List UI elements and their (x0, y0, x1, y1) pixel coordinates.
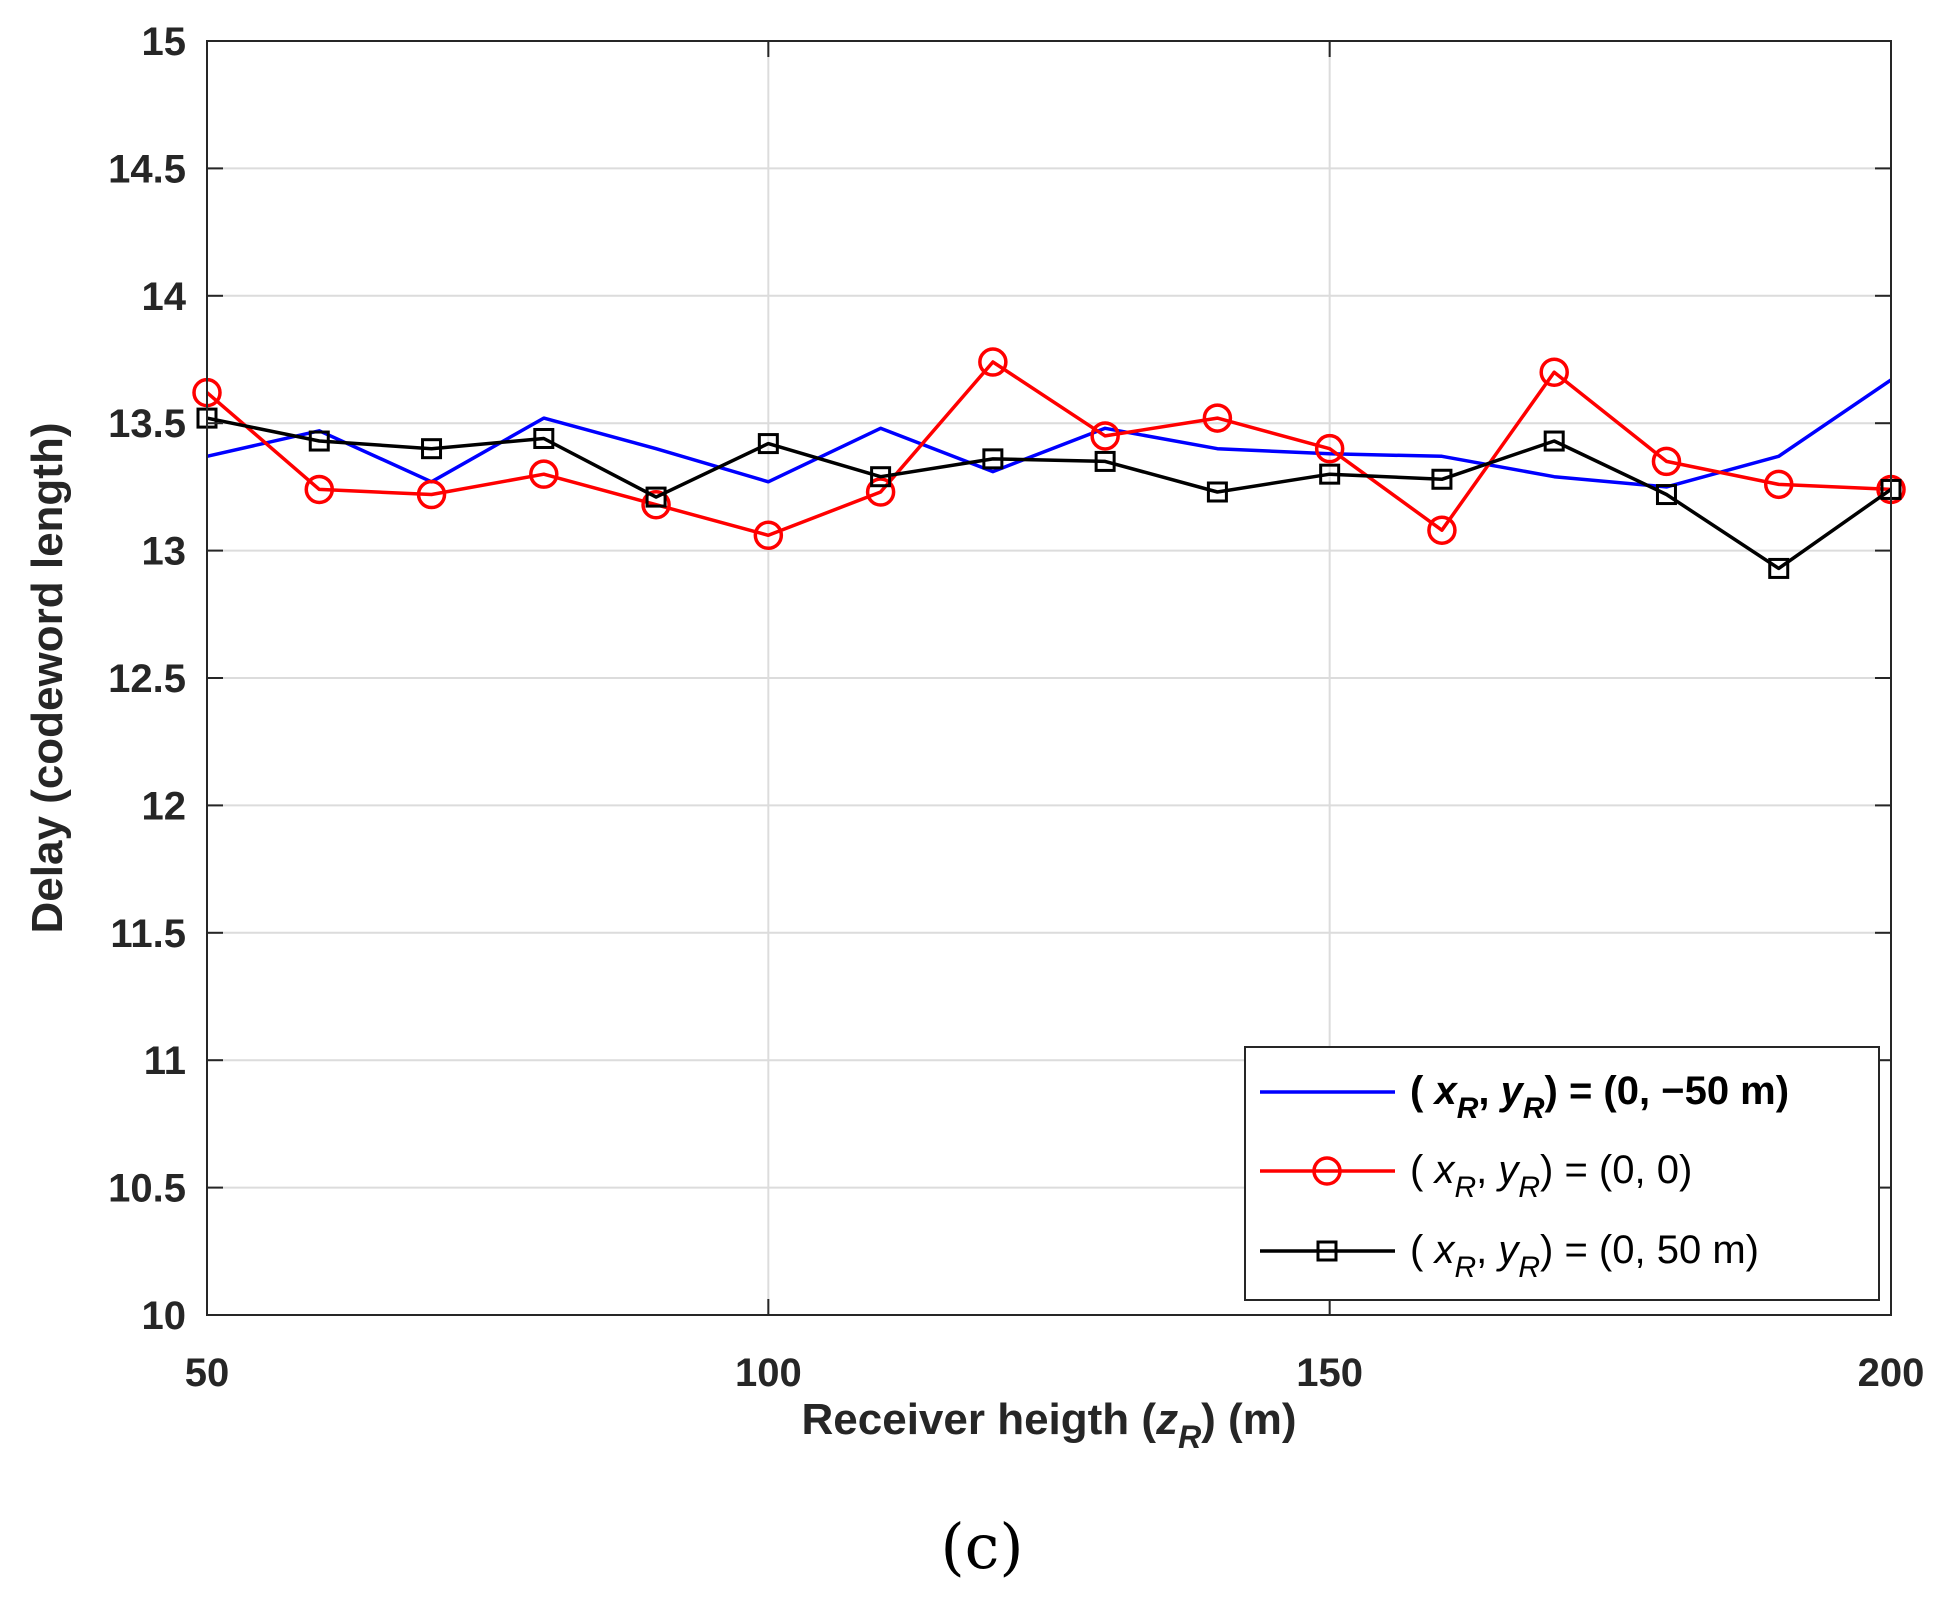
square-marker (421, 438, 443, 460)
legend: ( xR, yR) = (0, −50 m) ( xR, yR) = (0, 0)… (1244, 1046, 1880, 1301)
circle-marker (1763, 469, 1794, 500)
circle-marker (865, 477, 896, 507)
y-tick-label: 15 (142, 20, 187, 64)
y-tick-label: 11.5 (110, 912, 186, 956)
legend-entry: ( xR, yR) = (0, −50 m) (1260, 1069, 1789, 1125)
circle-marker (978, 347, 1008, 377)
square-marker (982, 448, 1004, 470)
square-marker (1655, 484, 1677, 506)
x-axis-label: Receiver heigth (zR) (m) (802, 1395, 1297, 1455)
y-tick-label: 14 (142, 275, 187, 319)
square-marker (1316, 1240, 1338, 1262)
y-tick-label: 13.5 (108, 402, 186, 446)
circle-marker (1202, 403, 1233, 433)
circle-marker (1427, 515, 1457, 545)
circle-marker (416, 479, 447, 510)
grid-lines (207, 41, 1891, 1315)
x-tick-label: 100 (735, 1351, 802, 1395)
legend-label: ( xR, yR) = (0, 50 m) (1410, 1228, 1759, 1284)
square-marker (645, 486, 667, 508)
x-tick-label: 50 (185, 1351, 230, 1395)
circle-marker (753, 520, 784, 551)
circle-marker (641, 489, 671, 520)
square-marker (1768, 557, 1790, 579)
square-marker (757, 433, 779, 455)
y-tick-label: 12 (142, 784, 187, 828)
series-3 (196, 407, 1902, 579)
square-marker (1319, 463, 1341, 485)
series-line (205, 360, 1892, 538)
y-tick-label: 13 (142, 530, 187, 574)
legend-entry: ( xR, yR) = (0, 0) (1260, 1148, 1692, 1204)
plot-area (192, 347, 1906, 579)
y-tick-label: 10.5 (108, 1167, 186, 1211)
y-tick-label: 11 (144, 1039, 186, 1083)
series-1 (206, 378, 1892, 489)
x-tick-label: 200 (1858, 1351, 1925, 1395)
legend-label: ( xR, yR) = (0, 0) (1410, 1148, 1692, 1204)
legend-entry: ( xR, yR) = (0, 50 m) (1260, 1228, 1759, 1284)
legend-label: ( xR, yR) = (0, −50 m) (1410, 1069, 1789, 1125)
y-tick-label: 12.5 (108, 657, 186, 701)
circle-marker (304, 474, 335, 505)
square-marker (870, 466, 892, 488)
square-marker (1206, 481, 1228, 503)
y-tick-label: 10 (142, 1294, 187, 1338)
square-marker (533, 427, 555, 449)
figure-caption: (c) (940, 1510, 1023, 1583)
series-line (206, 378, 1892, 489)
circle-marker (1312, 1156, 1342, 1186)
circle-marker (529, 459, 559, 489)
circle-marker (1314, 433, 1345, 464)
circle-marker (1651, 446, 1682, 477)
axis-ticks: 50 100 150 200 10 10.5 11 11.5 12 12.5 13 13.5 14 14.… (108, 20, 1924, 1395)
x-tick-label: 150 (1296, 1351, 1363, 1395)
legend-box (1244, 1046, 1880, 1301)
square-marker (308, 430, 330, 452)
square-marker (1543, 430, 1565, 452)
series-line (206, 416, 1893, 571)
square-marker (1431, 468, 1453, 490)
circle-marker (1090, 421, 1120, 451)
y-tick-label: 14.5 (108, 147, 186, 191)
y-axis-label: Delay (codeword length) (23, 423, 72, 934)
square-marker (1094, 450, 1116, 472)
circle-marker (1539, 357, 1569, 387)
